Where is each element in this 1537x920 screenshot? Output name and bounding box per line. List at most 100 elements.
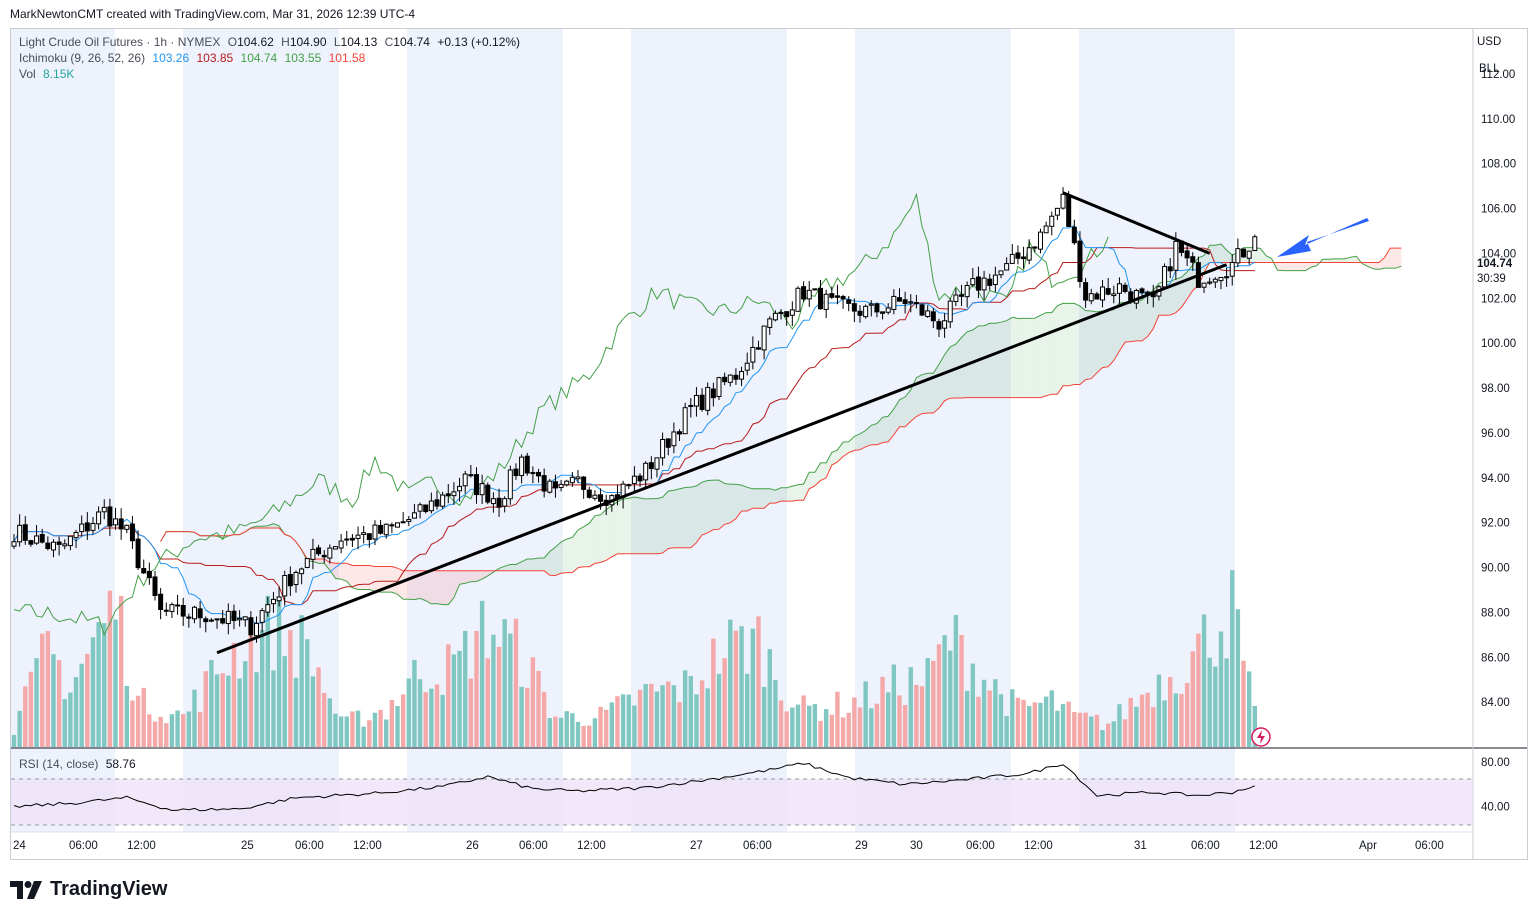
- candle[interactable]: [925, 310, 931, 318]
- candle[interactable]: [643, 462, 649, 481]
- candle[interactable]: [366, 533, 372, 541]
- candle[interactable]: [1252, 236, 1258, 252]
- candle[interactable]: [936, 321, 942, 330]
- candle[interactable]: [829, 293, 835, 298]
- candle[interactable]: [107, 506, 113, 527]
- volume-label[interactable]: Vol: [19, 67, 36, 81]
- candle[interactable]: [197, 608, 203, 619]
- candle[interactable]: [310, 548, 316, 560]
- candle[interactable]: [1015, 252, 1021, 259]
- candle[interactable]: [1184, 250, 1190, 259]
- candle[interactable]: [1116, 283, 1122, 294]
- candle[interactable]: [1224, 276, 1230, 279]
- candle[interactable]: [220, 618, 226, 624]
- candle[interactable]: [50, 541, 56, 551]
- candle[interactable]: [1088, 293, 1094, 302]
- candle[interactable]: [947, 300, 953, 323]
- candle[interactable]: [248, 617, 254, 636]
- candle[interactable]: [1100, 286, 1106, 301]
- candle[interactable]: [90, 522, 96, 531]
- candle[interactable]: [1009, 253, 1015, 264]
- price-chart[interactable]: 80.00 40.00 84.00 86.00 88.00 90.00 92.00 94.0…: [11, 29, 1527, 859]
- candle[interactable]: [744, 362, 750, 371]
- candle[interactable]: [287, 574, 293, 587]
- candle[interactable]: [626, 484, 632, 487]
- candle[interactable]: [536, 471, 542, 477]
- candle[interactable]: [772, 312, 778, 321]
- candle[interactable]: [964, 284, 970, 298]
- candle[interactable]: [868, 303, 874, 306]
- candle[interactable]: [581, 476, 587, 490]
- candle[interactable]: [857, 310, 863, 316]
- candle[interactable]: [846, 299, 852, 304]
- candle[interactable]: [468, 474, 474, 477]
- candle[interactable]: [1037, 231, 1043, 250]
- candle[interactable]: [660, 438, 666, 459]
- candle[interactable]: [101, 506, 107, 513]
- candle[interactable]: [457, 485, 463, 492]
- candle[interactable]: [919, 304, 925, 316]
- candle[interactable]: [327, 547, 333, 559]
- candle[interactable]: [631, 475, 637, 484]
- candle[interactable]: [259, 610, 265, 623]
- candle[interactable]: [834, 295, 840, 298]
- candle[interactable]: [22, 524, 28, 541]
- candle[interactable]: [682, 407, 688, 435]
- candle[interactable]: [981, 277, 987, 291]
- chart-frame[interactable]: 80.00 40.00 84.00 86.00 88.00 90.00 92.00 94.0…: [10, 28, 1528, 860]
- candle[interactable]: [524, 455, 530, 474]
- candle[interactable]: [129, 523, 135, 542]
- candle[interactable]: [778, 311, 784, 314]
- candle[interactable]: [959, 294, 965, 297]
- candle[interactable]: [84, 522, 90, 532]
- candle[interactable]: [1190, 256, 1196, 263]
- candle[interactable]: [519, 456, 525, 477]
- candle[interactable]: [490, 498, 496, 505]
- candle[interactable]: [722, 376, 728, 383]
- candle[interactable]: [677, 431, 683, 435]
- candle[interactable]: [1122, 284, 1128, 292]
- candle[interactable]: [767, 318, 773, 328]
- candle[interactable]: [175, 604, 181, 607]
- candle[interactable]: [163, 609, 169, 612]
- candle[interactable]: [913, 302, 919, 305]
- candle[interactable]: [378, 524, 384, 534]
- candle[interactable]: [1105, 288, 1111, 295]
- candle[interactable]: [908, 301, 914, 304]
- candle[interactable]: [942, 320, 948, 329]
- candle[interactable]: [473, 474, 479, 496]
- candle[interactable]: [28, 540, 34, 545]
- candle[interactable]: [338, 540, 344, 549]
- candle[interactable]: [152, 576, 158, 596]
- candle[interactable]: [671, 431, 677, 447]
- candle[interactable]: [727, 374, 733, 383]
- candle[interactable]: [265, 604, 271, 613]
- candle[interactable]: [693, 394, 699, 407]
- candle[interactable]: [880, 311, 886, 314]
- candle[interactable]: [304, 558, 310, 568]
- candle[interactable]: [445, 493, 451, 497]
- candle[interactable]: [45, 542, 51, 550]
- candle[interactable]: [1139, 288, 1145, 293]
- candle[interactable]: [1054, 207, 1060, 216]
- candle[interactable]: [1201, 282, 1207, 288]
- candle[interactable]: [586, 489, 592, 498]
- candle[interactable]: [1162, 266, 1168, 288]
- candle[interactable]: [214, 618, 220, 621]
- candle[interactable]: [56, 541, 62, 545]
- candle[interactable]: [1173, 240, 1179, 271]
- candle[interactable]: [293, 571, 299, 586]
- candle[interactable]: [270, 598, 276, 605]
- candle[interactable]: [592, 494, 598, 499]
- candle[interactable]: [953, 294, 959, 302]
- candle[interactable]: [710, 388, 716, 399]
- candle[interactable]: [987, 278, 993, 286]
- candle[interactable]: [513, 468, 519, 477]
- candle[interactable]: [801, 286, 807, 300]
- candle[interactable]: [361, 532, 367, 535]
- candle[interactable]: [485, 484, 491, 503]
- candle[interactable]: [975, 276, 981, 291]
- candle[interactable]: [1241, 248, 1247, 258]
- candle[interactable]: [705, 386, 711, 411]
- candle[interactable]: [34, 535, 40, 544]
